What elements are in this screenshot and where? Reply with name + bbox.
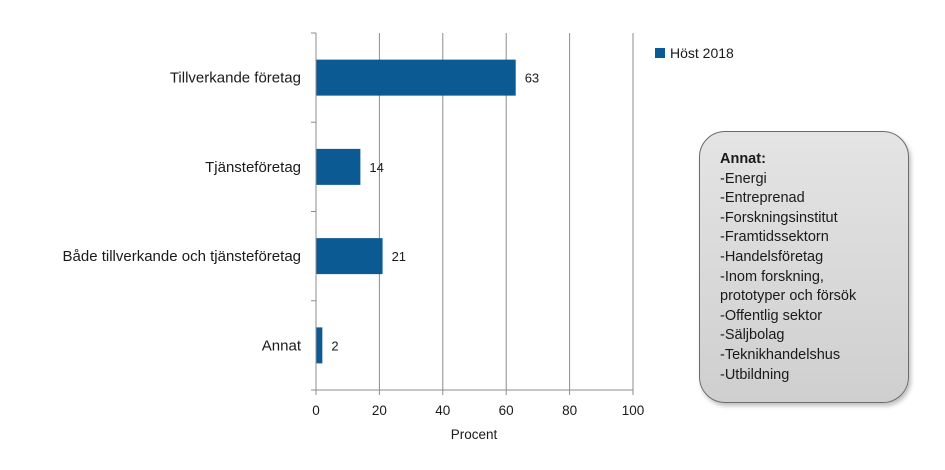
legend-swatch [655, 48, 665, 58]
note-item: -Inom forskning, [720, 268, 824, 285]
annat-note-box: Annat: -Energi -Entreprenad -Forskningsins… [699, 131, 909, 403]
note-item: -Entreprenad [720, 190, 805, 207]
x-tick-label: 100 [622, 403, 645, 418]
bar [316, 238, 383, 275]
x-tick-label: 40 [435, 403, 450, 418]
category-label: Både tillverkande och tjänsteföretag [63, 248, 301, 265]
note-title: Annat: [720, 151, 766, 167]
category-label: Annat [262, 337, 302, 354]
x-axis-title: Procent [451, 427, 498, 442]
legend-label: Höst 2018 [670, 45, 734, 61]
category-label: Tjänsteföretag [205, 159, 301, 176]
x-tick-label: 60 [499, 403, 514, 418]
data-label: 63 [525, 71, 539, 86]
data-label: 2 [331, 338, 338, 353]
bar [316, 327, 323, 364]
category-label: Tillverkande företag [170, 70, 301, 87]
data-labels: 63 14 21 2 [331, 71, 539, 354]
note-item: -Säljbolag [720, 327, 785, 344]
note-item: -Handelsföretag [720, 248, 824, 265]
bar [316, 148, 361, 185]
data-label: 21 [392, 249, 406, 264]
note-item: -Offentlig sektor [720, 307, 823, 324]
bars [316, 59, 516, 364]
category-labels: Tillverkande företag Tjänsteföretag Både t… [63, 70, 302, 355]
data-label: 14 [369, 160, 383, 175]
x-tick-label: 0 [312, 403, 320, 418]
note-item: -Forskningsinstitut [720, 209, 838, 226]
note-list: -Energi -Entreprenad -Forskningsinstitut -F… [720, 170, 898, 386]
x-tick-labels: 0 20 40 60 80 100 [312, 403, 644, 418]
note-item: -Teknikhandelshus [720, 346, 841, 363]
axes [311, 32, 634, 395]
x-tick-label: 20 [372, 403, 387, 418]
legend: Höst 2018 [655, 45, 734, 61]
note-item: -Framtidssektorn [720, 229, 829, 246]
note-item: -Utbildning [720, 366, 790, 383]
x-tick-label: 80 [562, 403, 577, 418]
note-item: prototyper och försök [720, 288, 857, 305]
note-item: -Energi [720, 170, 767, 187]
bar [316, 59, 516, 96]
